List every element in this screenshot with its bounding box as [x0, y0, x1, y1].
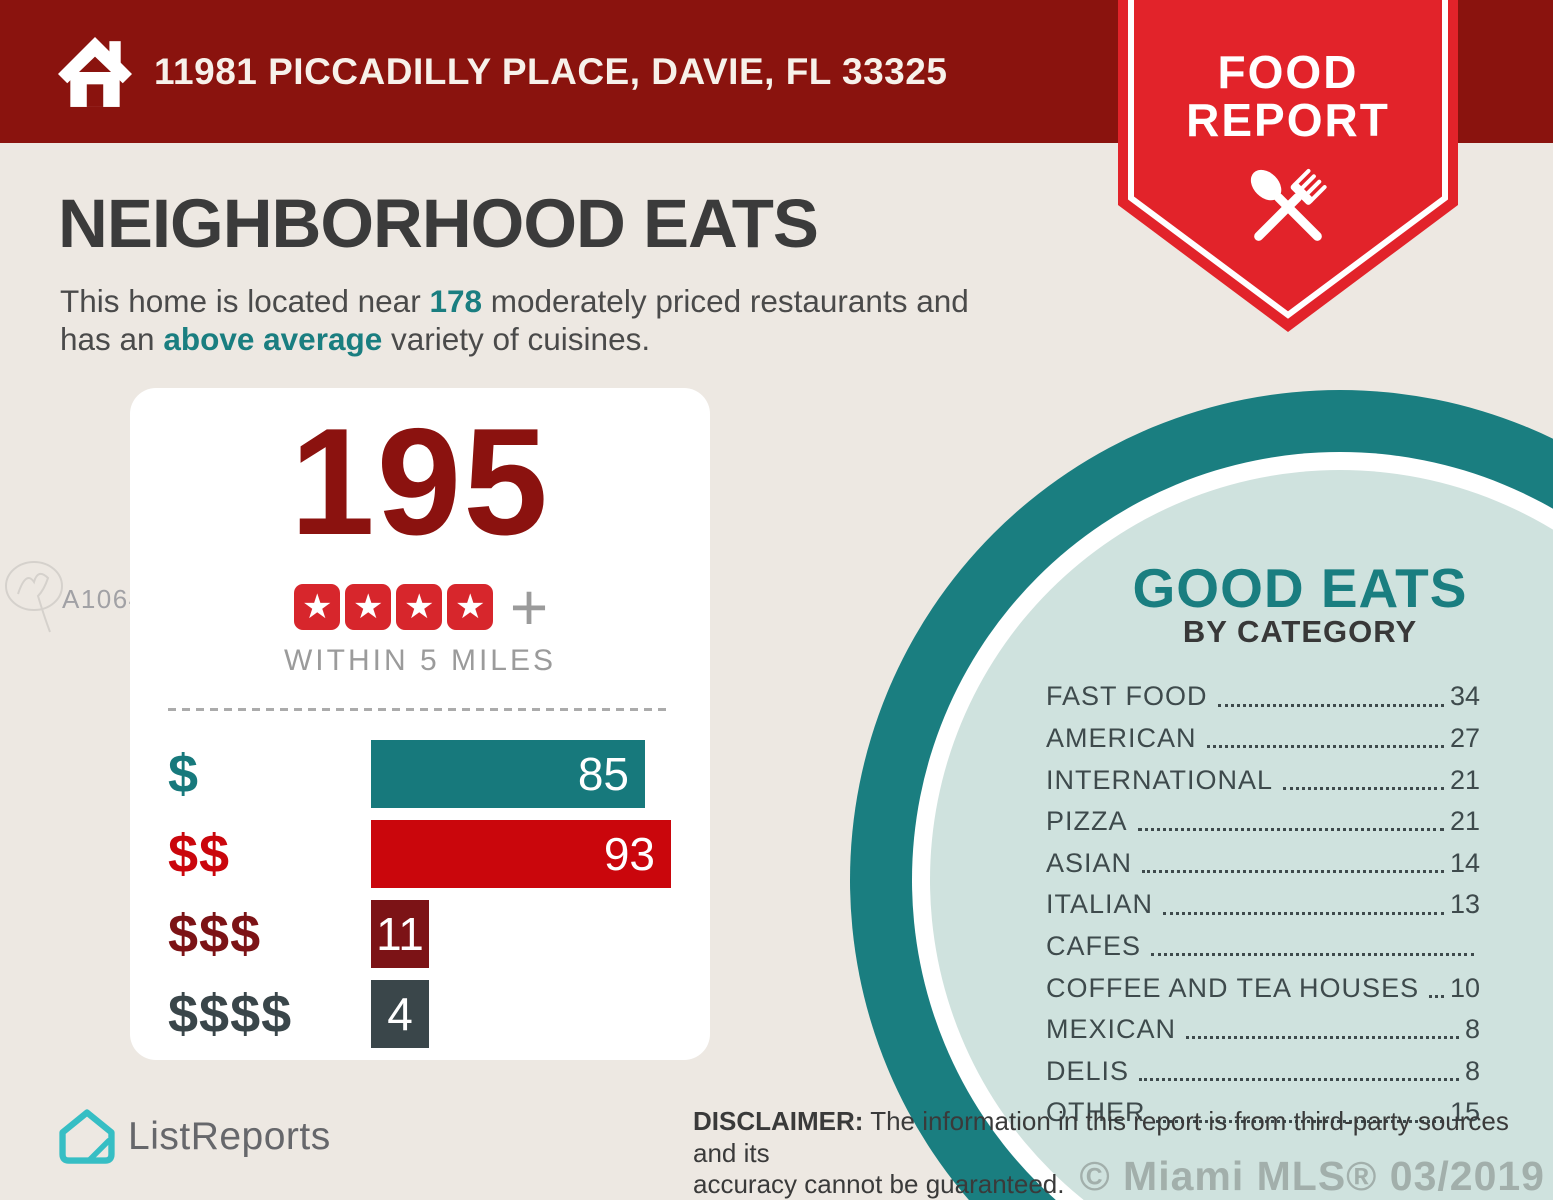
variety-highlight: above average: [163, 321, 383, 357]
star-icon: ★: [396, 584, 443, 630]
category-row: OTHER 15: [1046, 1086, 1480, 1128]
good-eats-subtitle: BY CATEGORY: [1182, 614, 1418, 649]
price-bar-row: $$ 93: [168, 820, 684, 888]
subtitle-line1: This home is located near 178 moderately…: [60, 283, 969, 319]
ribbon-line2: REPORT: [1186, 94, 1390, 146]
dotted-leader: [1217, 703, 1444, 707]
subtitle-line2: has an above average variety of cuisines…: [60, 321, 651, 357]
category-count: 27: [1449, 723, 1480, 754]
ribbon-inner-outline: [1128, 0, 1448, 319]
mls-stamp-watermark: © Miami MLS® 03/2019: [1079, 1153, 1545, 1199]
category-count: 21: [1449, 764, 1480, 795]
category-label: CAFES: [1046, 931, 1142, 961]
star-tiles: ★ ★ ★ ★: [292, 584, 496, 630]
category-list: FAST FOOD 34 AMERICAN 27 INTERNATIONAL 21 PIZZ…: [1046, 670, 1480, 1128]
category-label: ITALIAN: [1046, 889, 1154, 920]
price-level-label: $$$: [168, 904, 262, 964]
dotted-leader: [1186, 1036, 1459, 1040]
price-bar-value: 11: [376, 908, 424, 960]
mls-watermark-sketch: [5, 561, 63, 633]
dotted-leader: [1155, 1119, 1444, 1123]
category-count: 15: [1449, 1097, 1480, 1128]
listreports-house-icon: [59, 1109, 115, 1164]
page-title: NEIGHBORHOOD EATS: [58, 185, 819, 262]
star-icon: ★: [447, 584, 494, 630]
food-report-ribbon: FOOD REPORT: [1118, 0, 1458, 332]
dotted-leader: [1206, 745, 1444, 749]
category-row: COFFEE AND TEA HOUSES 10: [1046, 961, 1480, 1003]
category-row: MEXICAN 8: [1046, 1003, 1480, 1045]
spoon-fork-icon: [1250, 168, 1327, 241]
category-row: FAST FOOD 34: [1046, 670, 1480, 712]
category-count: 34: [1449, 681, 1480, 712]
price-level-bar-chart: $85 $$ 93 $$$ 11 $$$$ 4: [168, 740, 684, 1060]
category-row: CAFES: [1046, 920, 1480, 962]
category-row: INTERNATIONAL 21: [1046, 753, 1480, 795]
good-eats-title: GOOD EATS: [1132, 557, 1468, 619]
category-count: 8: [1464, 1014, 1480, 1045]
ribbon-line1: FOOD: [1218, 46, 1359, 98]
disclaimer-line2: accuracy cannot be guaranteed.: [693, 1169, 1065, 1199]
dotted-leader: [1151, 953, 1474, 957]
price-bar: 85: [371, 740, 645, 808]
price-bar: 93: [371, 820, 671, 888]
radius-label: WITHIN 5 MILES: [283, 644, 557, 677]
rating-plus: +: [509, 570, 549, 644]
listreports-logo: ListReports: [58, 1108, 331, 1166]
rating-stars: ★ ★ ★ ★ +: [130, 570, 710, 644]
listreports-wordmark: ListReports: [128, 1115, 331, 1158]
price-bar-value: 93: [603, 828, 655, 880]
dotted-leader: [1142, 869, 1444, 873]
dotted-leader: [1163, 911, 1444, 915]
category-label: AMERICAN: [1046, 723, 1197, 754]
category-label: PIZZA: [1046, 806, 1128, 837]
restaurant-count: 178: [429, 283, 482, 319]
category-label: COFFEE AND TEA HOUSES: [1046, 972, 1420, 1003]
total-restaurants-count: 195: [290, 397, 550, 567]
category-label: INTERNATIONAL: [1046, 764, 1274, 795]
restaurant-summary-card: 195 ★ ★ ★ ★ + WITHIN 5 MILES $85 $$ 93 $$$ 11 $$…: [130, 388, 710, 1060]
category-label: FAST FOOD: [1046, 681, 1208, 712]
category-count: 14: [1449, 847, 1480, 878]
dotted-leader: [1139, 1077, 1459, 1081]
price-bar-row: $$$ 11: [168, 900, 684, 968]
price-bar-value: 4: [387, 988, 413, 1040]
price-level-label: $: [168, 744, 200, 804]
disclaimer: DISCLAIMER: The information in this repo…: [693, 1106, 1523, 1200]
price-bar-row: $85: [168, 740, 684, 808]
category-count: 13: [1449, 889, 1480, 920]
category-label: OTHER: [1046, 1097, 1146, 1128]
category-row: ITALIAN 13: [1046, 878, 1480, 920]
price-bar-row: $$$$ 4: [168, 980, 684, 1048]
category-row: PIZZA 21: [1046, 795, 1480, 837]
category-count: 8: [1464, 1055, 1480, 1086]
category-row: AMERICAN 27: [1046, 712, 1480, 754]
dotted-leader: [1429, 994, 1444, 998]
category-label: MEXICAN: [1046, 1014, 1177, 1045]
price-bar-value: 85: [577, 748, 629, 800]
price-bar: 4: [371, 980, 429, 1048]
price-level-label: $$: [168, 824, 231, 884]
category-row: ASIAN 14: [1046, 836, 1480, 878]
property-address: 11981 PICCADILLY PLACE, DAVIE, FL 33325: [154, 51, 948, 92]
star-icon: ★: [294, 584, 341, 630]
category-label: DELIS: [1046, 1055, 1130, 1086]
dotted-leader: [1137, 828, 1444, 832]
category-label: ASIAN: [1046, 847, 1133, 878]
home-icon: [58, 37, 132, 107]
price-bar: 11: [371, 900, 429, 968]
dotted-leader: [1283, 786, 1444, 790]
category-row: DELIS 8: [1046, 1044, 1480, 1086]
disclaimer-line1: DISCLAIMER: The information in this repo…: [693, 1106, 1509, 1168]
category-count: 10: [1449, 972, 1480, 1003]
star-icon: ★: [345, 584, 392, 630]
page-subtitle: This home is located near 178 moderately…: [60, 282, 969, 358]
category-count: 21: [1449, 806, 1480, 837]
price-level-label: $$$$: [168, 984, 293, 1044]
dashed-divider: [168, 708, 672, 711]
